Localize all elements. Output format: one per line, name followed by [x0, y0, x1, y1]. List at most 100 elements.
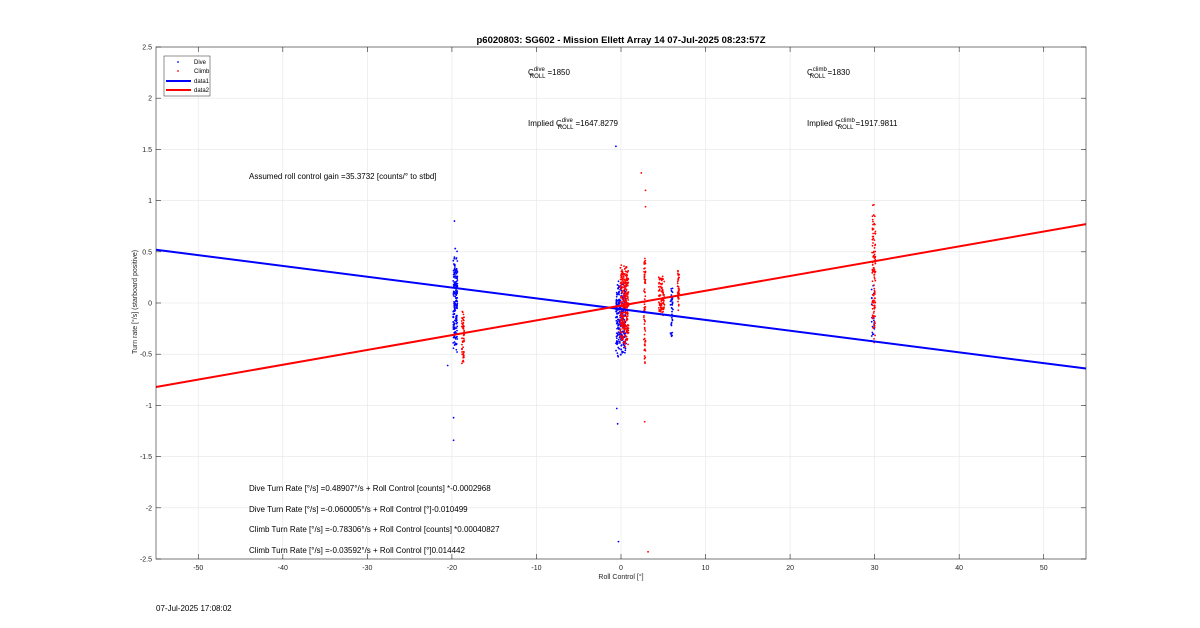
data-point — [615, 310, 617, 313]
data-point — [452, 416, 455, 419]
x-tick-label: 30 — [871, 565, 879, 572]
data-point — [661, 286, 663, 289]
data-point — [617, 324, 619, 327]
data-point — [620, 339, 622, 341]
data-point — [617, 540, 620, 543]
data-point — [621, 335, 624, 338]
x-tick-label: 0 — [619, 565, 623, 572]
data-point — [615, 407, 618, 410]
data-point — [874, 243, 877, 246]
data-point — [625, 338, 628, 341]
data-point — [671, 287, 674, 290]
data-point — [873, 277, 876, 280]
data-point — [456, 325, 459, 328]
data-point — [616, 422, 619, 425]
data-point — [658, 302, 661, 305]
data-point — [676, 272, 679, 275]
data-point — [619, 329, 622, 332]
legend-climb-marker — [177, 70, 179, 72]
y-tick-label: 0.5 — [142, 249, 152, 256]
data-point — [872, 256, 875, 258]
data-point — [660, 299, 663, 302]
data-point — [619, 316, 622, 319]
data-point — [620, 276, 623, 279]
data-point — [622, 300, 625, 302]
data-point — [625, 276, 628, 279]
data-point — [625, 289, 628, 292]
data-point — [619, 321, 622, 323]
data-point — [873, 253, 876, 256]
data-point — [624, 349, 627, 352]
data-point — [617, 331, 620, 334]
data-point — [455, 327, 458, 329]
data-point — [625, 288, 628, 291]
data-point — [874, 262, 877, 264]
data-point — [626, 315, 629, 317]
data-point — [658, 304, 661, 306]
data-point — [456, 279, 459, 281]
y-tick-label: 0 — [148, 301, 152, 308]
data-point — [874, 301, 877, 304]
data-point — [627, 312, 629, 315]
data-point — [874, 334, 876, 337]
data-point — [874, 232, 877, 235]
data-point — [661, 298, 664, 301]
data-point — [455, 272, 458, 275]
data-point — [677, 279, 680, 281]
data-point — [453, 285, 455, 288]
legend-data1-label: data1 — [194, 79, 210, 85]
data-point — [455, 299, 458, 302]
data-point — [871, 227, 874, 230]
data-point — [644, 362, 646, 365]
data-point — [452, 294, 455, 297]
data-point — [622, 327, 625, 330]
climb-equation-counts: Climb Turn Rate [°/s] =-0.78306°/s + Rol… — [249, 525, 500, 534]
c-roll-dive-annotation: Cdive ROLL =1850 — [528, 67, 571, 80]
data-point — [452, 275, 455, 278]
data-point — [462, 354, 465, 357]
data-point — [678, 273, 681, 276]
data-point — [643, 348, 646, 351]
data-point — [661, 311, 664, 314]
data-point — [677, 269, 679, 272]
data-point — [460, 362, 463, 365]
data-point — [623, 346, 625, 349]
data-point — [625, 301, 628, 304]
y-tick-label: -1.5 — [140, 454, 152, 461]
data-point — [620, 264, 623, 267]
data-point — [872, 251, 875, 254]
data-point — [452, 347, 455, 350]
data-point — [678, 288, 681, 290]
data-point — [454, 295, 457, 298]
data-point — [643, 282, 646, 284]
data-point — [455, 257, 458, 260]
plot-area: -50 -40 -30 -20 -10 0 10 20 30 40 50-2.5-2-1.5-1-0… — [140, 45, 1087, 572]
data-point — [625, 270, 627, 273]
data-point — [657, 276, 660, 279]
data-point — [663, 304, 666, 306]
data-point — [456, 250, 458, 253]
chart-title: p6020803: SG602 - Mission Ellett Array 1… — [476, 35, 765, 46]
data-point — [456, 351, 458, 353]
data-point — [870, 297, 873, 300]
implied-c-roll-dive-annotation: Implied Cdive ROLL =1647.8279 — [528, 118, 619, 131]
data-point — [872, 242, 874, 244]
data-point — [452, 259, 455, 262]
data-point — [670, 289, 673, 292]
data-point — [658, 309, 661, 312]
data-point — [452, 326, 455, 328]
data-point — [644, 267, 646, 270]
legend: Dive Climb data1 data2 — [163, 55, 211, 97]
data-point — [644, 320, 646, 323]
data-point — [452, 324, 455, 327]
data-point — [462, 324, 465, 327]
data-point — [452, 336, 455, 339]
data-point — [462, 318, 465, 321]
data-point — [455, 280, 458, 283]
data-point — [669, 303, 672, 306]
data-point — [873, 239, 876, 242]
data-point — [663, 280, 666, 283]
data-point — [456, 277, 459, 280]
data-point — [622, 275, 624, 277]
data-point — [873, 215, 876, 218]
